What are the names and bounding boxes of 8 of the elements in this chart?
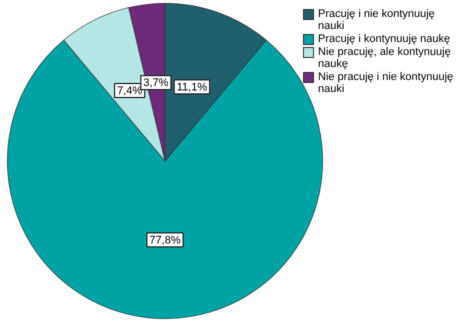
data-label: 11,1% (176, 81, 208, 94)
data-label: 3,7% (143, 77, 169, 90)
legend-label: Nie pracuję, ale kontynuuję naukę (318, 46, 452, 70)
data-label: 77,8% (149, 234, 181, 246)
data-label: 7,4% (117, 85, 142, 98)
legend-label: Nie pracuję i nie kontynuuję nauki (318, 71, 454, 95)
legend-label: Pracuję i kontynuuję naukę (318, 33, 450, 45)
legend-label: Pracuję i nie kontynuuję nauki (318, 8, 436, 32)
